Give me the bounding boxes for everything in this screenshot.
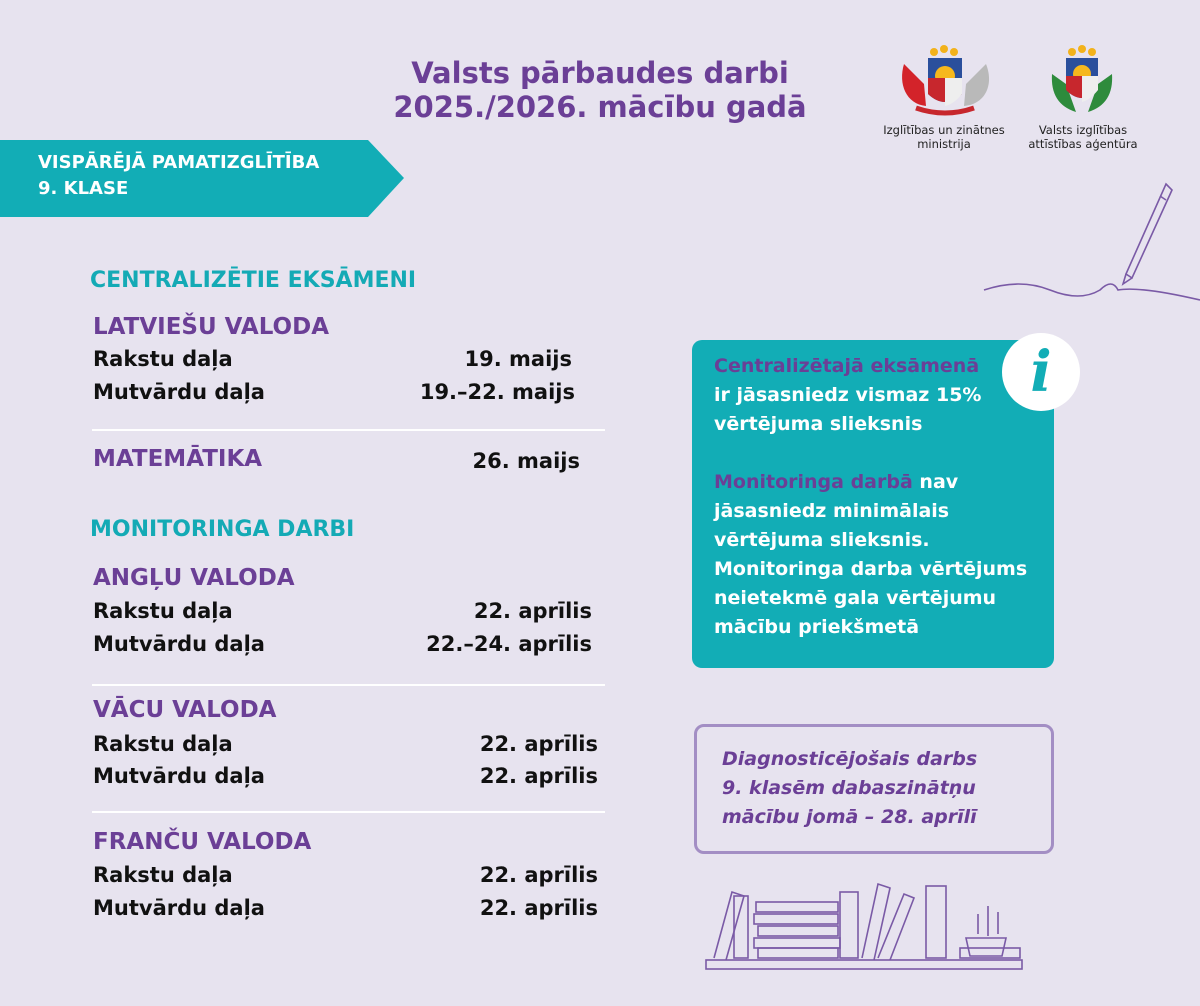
pen-drawing-icon — [983, 182, 1200, 301]
page-title: Valsts pārbaudes darbi 2025./2026. mācīb… — [393, 56, 807, 124]
subject-title: MATEMĀTIKA — [93, 446, 263, 472]
ministry-logo-label: Izglītības un zinātnes ministrija — [883, 123, 1005, 151]
subject-title: FRANČU VALODA — [93, 829, 312, 855]
exam-date: 19.–22. maijs — [419, 380, 575, 404]
diagnostic-text: Diagnosticējošais darbs 9. klasēm dabasz… — [722, 748, 978, 828]
info-text: Centralizētajā eksāmenā ir jāsasniedz vi… — [714, 355, 1028, 638]
ministry-coat-of-arms-logo — [902, 45, 990, 116]
exam-part-label: Mutvārdu daļa — [93, 764, 265, 788]
diagnostic-box — [694, 724, 1054, 854]
exam-date: 22.–24. aprīlis — [426, 632, 592, 656]
info-box — [692, 340, 1054, 668]
level-banner — [0, 140, 404, 217]
subject-title: VĀCU VALODA — [93, 697, 277, 723]
exam-part-label: Rakstu daļa — [93, 732, 233, 756]
exam-date: 22. aprīlis — [479, 764, 598, 788]
agency-logo-label: Valsts izglītības attīstības aģentūra — [1028, 123, 1138, 151]
centralized-exams-heading: CENTRALIZĒTIE EKSĀMENI — [90, 268, 417, 293]
exam-date: 22. aprīlis — [479, 732, 598, 756]
exam-part-label: Rakstu daļa — [93, 863, 233, 887]
exam-date: 22. aprīlis — [479, 896, 598, 920]
subject-title: ANGĻU VALODA — [93, 565, 295, 591]
exam-part-label: Rakstu daļa — [93, 599, 233, 623]
exam-part-label: Mutvārdu daļa — [93, 632, 265, 656]
info-icon: i — [1002, 333, 1080, 411]
divider — [92, 429, 605, 431]
exam-date: 22. aprīlis — [479, 863, 598, 887]
exam-part-label: Mutvārdu daļa — [93, 380, 265, 404]
bookshelf-drawing-icon — [705, 882, 1023, 970]
exam-date: 26. maijs — [472, 449, 580, 473]
divider — [92, 684, 605, 686]
exam-part-label: Mutvārdu daļa — [93, 896, 265, 920]
agency-coat-of-arms-logo — [1051, 45, 1113, 112]
level-banner-text: VISPĀRĒJĀ PAMATIZGLĪTĪBA 9. KLASE — [38, 152, 320, 199]
exam-date: 19. maijs — [464, 347, 572, 371]
subject-title: LATVIEŠU VALODA — [93, 314, 329, 340]
monitoring-heading: MONITORINGA DARBI — [90, 517, 355, 542]
exam-date: 22. aprīlis — [473, 599, 592, 623]
exam-part-label: Rakstu daļa — [93, 347, 233, 371]
divider — [92, 811, 605, 813]
